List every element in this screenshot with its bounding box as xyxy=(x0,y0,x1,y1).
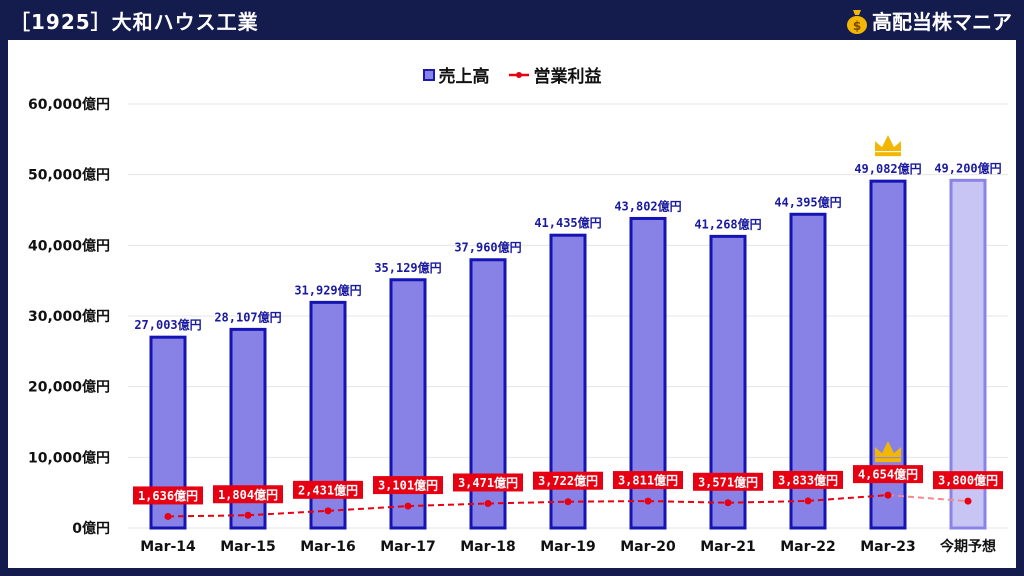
legend-line-swatch xyxy=(508,71,529,78)
brand: $ 高配当株マニア xyxy=(846,6,1012,35)
bar-value-label: 35,129億円 xyxy=(374,260,441,275)
y-tick-label: 30,000億円 xyxy=(28,308,110,325)
profit-point xyxy=(324,507,332,515)
profit-point xyxy=(404,502,412,510)
x-tick-label: Mar-20 xyxy=(620,539,676,555)
profit-point xyxy=(644,497,652,505)
profit-value-label: 1,636億円 xyxy=(138,488,198,503)
profit-line-segment xyxy=(327,505,409,512)
profit-point xyxy=(724,499,732,507)
page-title: ［1925］大和ハウス工業 xyxy=(10,10,259,34)
y-tick-label: 10,000億円 xyxy=(28,449,110,466)
profit-value-label: 1,804億円 xyxy=(218,487,278,502)
profit-line-segment xyxy=(647,500,729,504)
x-tick-label: Mar-16 xyxy=(300,539,356,555)
x-tick-label: Mar-21 xyxy=(700,539,756,555)
profit-line-segment xyxy=(807,494,889,502)
profit-label-box xyxy=(773,470,843,489)
bar-value-label: 43,802億円 xyxy=(614,198,681,213)
brand-name: 高配当株マニア xyxy=(872,10,1012,34)
crown-icon-base xyxy=(875,458,901,463)
profit-value-label: 3,471億円 xyxy=(458,475,518,490)
bar-value-label: 31,929億円 xyxy=(294,282,361,297)
legend-item-sales: 売上高 xyxy=(422,62,490,87)
crown-icon xyxy=(875,441,901,458)
profit-line-segment xyxy=(167,514,249,518)
profit-label-box xyxy=(133,486,203,505)
profit-line-segment xyxy=(247,509,329,517)
x-tick-label: Mar-22 xyxy=(780,539,836,555)
bar-value-label: 49,200億円 xyxy=(934,160,1001,175)
profit-label-box xyxy=(453,473,523,492)
header-bar: ［1925］大和ハウス工業 $ 高配当株マニア xyxy=(0,0,1024,40)
profit-line-segment xyxy=(407,502,489,508)
profit-label-box xyxy=(373,476,443,495)
profit-point xyxy=(804,497,812,505)
bar-value-label: 44,395億円 xyxy=(774,194,841,209)
profit-value-label: 4,654億円 xyxy=(858,467,918,482)
profit-value-label: 3,800億円 xyxy=(938,473,998,488)
profit-point xyxy=(564,498,572,506)
chart-legend: 売上高 営業利益 xyxy=(8,62,1016,87)
legend-label-sales: 売上高 xyxy=(438,67,490,87)
profit-label-box xyxy=(853,465,923,484)
chart-panel: 0億円 10,000億円 20,000億円 30,000億円 40,000億円 50,00… xyxy=(8,40,1016,568)
bar xyxy=(949,178,987,530)
y-tick-label: 0億円 xyxy=(72,520,110,537)
profit-point xyxy=(164,512,172,520)
profit-line-segment xyxy=(567,500,649,503)
profit-value-label: 3,101億円 xyxy=(378,478,438,493)
profit-label-box xyxy=(613,471,683,490)
profit-label-box xyxy=(933,471,1003,490)
x-tick-label: Mar-14 xyxy=(140,539,196,555)
profit-line-segment xyxy=(727,499,809,504)
bar-value-label: 41,268億円 xyxy=(694,216,761,231)
profit-value-label: 3,722億円 xyxy=(538,473,598,488)
x-tick-label: Mar-15 xyxy=(220,539,276,555)
profit-label-box xyxy=(213,485,283,504)
legend-bar-swatch xyxy=(422,68,435,81)
profit-value-label: 3,833億円 xyxy=(778,472,838,487)
x-tick-label: Mar-18 xyxy=(460,539,516,555)
profit-point xyxy=(884,491,892,499)
bar-value-label: 28,107億円 xyxy=(214,309,281,324)
y-tick-label: 50,000億円 xyxy=(28,167,110,184)
profit-label-box xyxy=(533,471,603,490)
profit-value-label: 2,431億円 xyxy=(298,482,358,497)
profit-value-label: 3,571億円 xyxy=(698,474,758,489)
profit-label-box xyxy=(693,472,763,491)
profit-label-box xyxy=(293,480,363,499)
y-tick-label: 20,000億円 xyxy=(28,379,110,396)
chart: 0億円 10,000億円 20,000億円 30,000億円 40,000億円 50,00… xyxy=(28,96,1008,555)
legend-item-profit: 営業利益 xyxy=(508,62,602,87)
profit-value-label: 3,811億円 xyxy=(618,473,678,488)
profit-point xyxy=(484,499,492,507)
svg-text:$: $ xyxy=(853,19,861,33)
profit-line-segment xyxy=(487,500,569,505)
money-bag-icon: $ xyxy=(847,9,867,34)
y-tick-label: 60,000億円 xyxy=(28,96,110,113)
bar-value-label: 27,003億円 xyxy=(134,317,201,332)
legend-label-profit: 営業利益 xyxy=(533,67,602,87)
profit-point xyxy=(964,497,972,505)
crown-icon xyxy=(875,135,901,152)
bar-value-label: 49,082億円 xyxy=(854,161,921,176)
x-tick-label: Mar-23 xyxy=(860,539,916,555)
bar-value-label: 41,435億円 xyxy=(534,215,601,230)
bar-value-label: 37,960億円 xyxy=(454,240,521,255)
x-tick-label: Mar-19 xyxy=(540,539,596,555)
profit-point xyxy=(244,511,252,519)
crown-icon-base xyxy=(875,152,901,157)
profit-line-segment xyxy=(887,494,969,503)
y-tick-label: 40,000億円 xyxy=(28,237,110,254)
x-tick-label: Mar-17 xyxy=(380,539,436,555)
x-tick-label: 今期予想 xyxy=(939,538,996,555)
